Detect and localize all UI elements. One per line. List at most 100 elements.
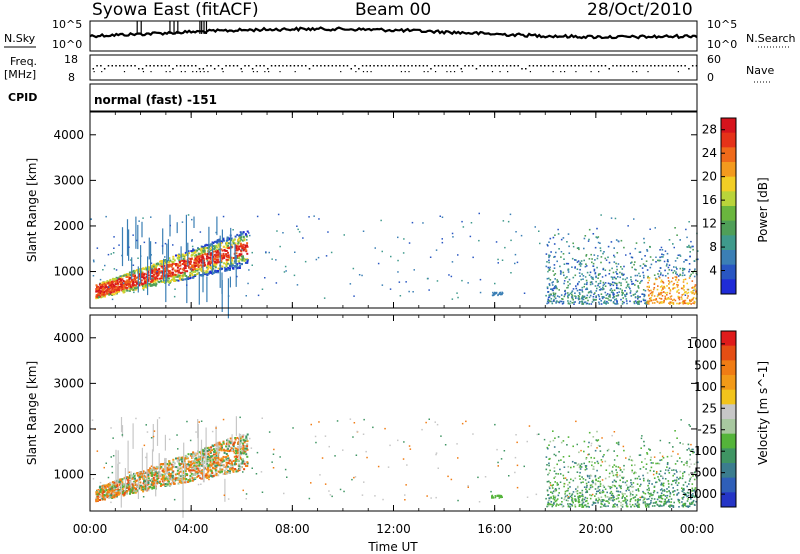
range-gate-cell (697, 258, 699, 261)
range-gate-cell (576, 490, 579, 492)
range-gate-cell (572, 242, 574, 245)
range-gate-cell (246, 448, 249, 451)
range-gate-cell (161, 276, 164, 279)
range-gate-cell (484, 476, 487, 478)
range-gate-cell (653, 498, 656, 500)
range-gate-cell (546, 302, 548, 305)
range-gate-cell (177, 271, 180, 274)
range-gate-cell (598, 298, 601, 300)
range-gate-cell (684, 278, 687, 281)
range-gate-cell (233, 455, 236, 458)
range-gate-cell (217, 441, 219, 457)
range-gate-cell (578, 495, 581, 497)
range-gate-cell (225, 449, 228, 452)
range-gate-cell (196, 260, 199, 263)
range-gate-cell (563, 263, 566, 265)
range-gate-cell (559, 270, 562, 272)
range-gate-cell (140, 245, 142, 283)
range-gate-cell (632, 283, 635, 285)
range-gate-cell (209, 244, 212, 247)
range-gate-cell (294, 251, 296, 253)
range-gate-cell (634, 284, 636, 286)
range-gate-cell (156, 271, 159, 274)
range-gate-cell (284, 468, 287, 471)
range-gate-cell (670, 455, 673, 457)
range-gate-cell (600, 214, 602, 216)
range-gate-cell (195, 268, 198, 271)
range-gate-cell (226, 238, 229, 241)
range-gate-cell (215, 270, 218, 272)
range-gate-cell (161, 474, 164, 477)
range-gate-cell (183, 460, 186, 463)
range-gate-cell (469, 235, 472, 238)
range-gate-cell (654, 277, 657, 279)
range-gate-cell (147, 473, 150, 476)
range-gate-cell (172, 244, 174, 246)
range-gate-cell (208, 456, 211, 459)
range-gate-cell (686, 297, 689, 299)
range-gate-cell (650, 299, 652, 301)
range-gate-cell (125, 287, 128, 290)
range-gate-cell (246, 239, 248, 241)
range-gate-cell (168, 281, 171, 284)
range-gate-cell (497, 494, 500, 497)
range-gate-cell (158, 268, 161, 270)
range-gate-cell (241, 448, 244, 451)
range-gate-cell (658, 276, 661, 279)
range-gate-cell (227, 244, 229, 247)
range-gate-cell (641, 293, 643, 295)
range-gate-cell (648, 297, 651, 300)
range-gate-cell (230, 447, 233, 450)
range-gate-cell (548, 241, 550, 243)
range-gate-cell (127, 274, 130, 277)
range-gate-cell (643, 276, 645, 279)
range-gate-cell (349, 418, 352, 420)
range-gate-cell (151, 268, 154, 270)
range-gate-cell (676, 286, 679, 288)
range-gate-cell (615, 298, 618, 300)
range-gate-cell (662, 457, 665, 459)
range-gate-cell (592, 276, 594, 279)
range-gate-cell (547, 244, 549, 247)
range-gate-cell (245, 258, 247, 261)
range-gate-cell (178, 457, 181, 460)
range-gate-cell (219, 259, 221, 288)
range-gate-cell (132, 423, 134, 449)
range-gate-cell (242, 257, 245, 260)
range-gate-cell (490, 490, 492, 493)
range-gate-cell (654, 227, 656, 229)
range-gate-cell (141, 473, 144, 476)
range-gate-cell (221, 280, 223, 312)
range-gate-cell (591, 493, 594, 496)
range-gate-cell (575, 297, 577, 299)
freq-point (251, 68, 254, 70)
range-gate-cell (156, 480, 159, 483)
range-gate-cell (202, 250, 205, 253)
range-gate-cell (124, 283, 127, 286)
range-gate-cell (240, 263, 243, 265)
range-gate-cell (676, 257, 679, 259)
range-gate-cell (566, 479, 568, 481)
range-gate-cell (555, 286, 557, 289)
range-gate-cell (213, 247, 216, 249)
range-gate-cell (152, 435, 155, 438)
range-gate-cell (575, 287, 578, 290)
range-gate-cell (227, 255, 230, 258)
range-gate-cell (557, 280, 559, 283)
range-gate-cell (590, 303, 593, 305)
range-gate-cell (559, 265, 561, 268)
range-gate-cell (581, 289, 583, 291)
range-gate-cell (111, 465, 113, 468)
range-gate-cell (215, 473, 218, 475)
range-gate-cell (321, 457, 324, 459)
range-gate-cell (147, 280, 150, 283)
range-gate-cell (502, 220, 505, 222)
range-gate-cell (478, 212, 480, 215)
range-gate-cell (162, 478, 165, 481)
range-gate-cell (222, 238, 225, 241)
range-gate-cell (552, 270, 554, 272)
range-gate-cell (240, 466, 243, 468)
range-gate-cell (200, 260, 203, 263)
nave-point (184, 71, 186, 73)
range-gate-cell (552, 236, 555, 239)
